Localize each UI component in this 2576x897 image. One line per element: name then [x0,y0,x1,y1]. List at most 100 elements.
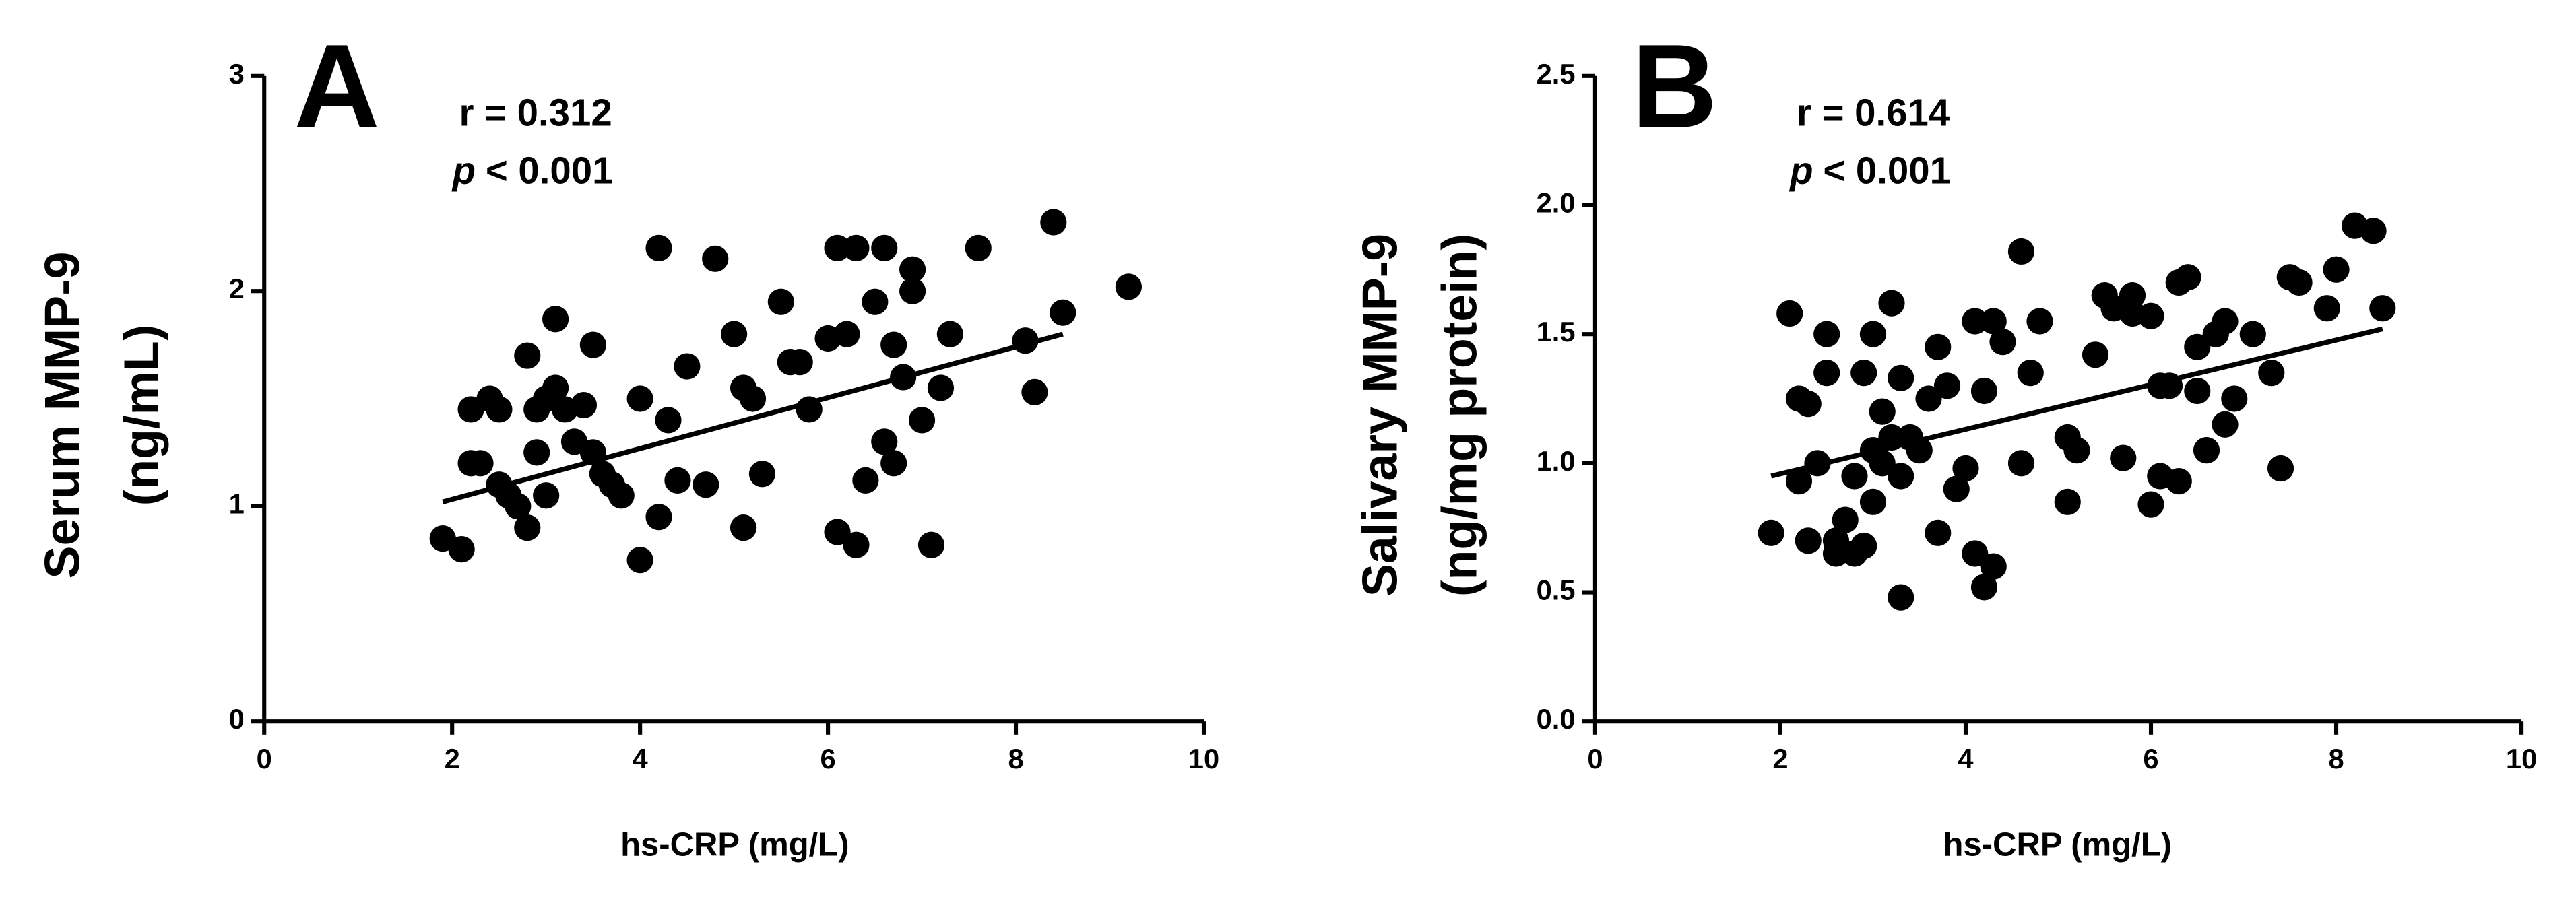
point [1115,273,1142,300]
y-axis-title: (ng/mg protein) [1431,234,1487,597]
x-tick-label: 10 [1188,743,1219,774]
y-tick-label: 1 [229,488,245,520]
point [1989,329,2016,356]
point [1952,455,1979,482]
point [730,514,757,541]
point [843,234,870,261]
p-value: < 0.001 [486,149,614,191]
fit-line [1770,326,2383,479]
point [533,482,560,509]
point [2137,491,2164,518]
point [824,519,851,545]
point [1758,519,1784,546]
point [786,349,813,376]
point [1970,574,1998,601]
point [1970,377,1998,405]
point [917,531,945,558]
x-tick-label: 6 [820,743,836,774]
annotation-p: p < 0.001 [451,149,614,191]
point [1933,372,1961,399]
y-tick-label: 2.5 [1537,58,1576,90]
point [645,234,672,261]
point [570,391,598,419]
point [693,471,719,498]
point [2137,302,2164,329]
point [1040,209,1067,236]
point [514,514,541,541]
y-axis-title: Serum MMP-9 [34,251,90,578]
point [1850,360,1877,387]
point [2313,295,2340,322]
point [1888,584,1914,611]
point [2184,377,2211,405]
point [2082,341,2109,368]
x-axis-title: hs-CRP (mg/L) [620,826,849,863]
point [1776,300,1803,327]
point [1980,553,2007,580]
point [2054,488,2081,515]
point [767,288,794,315]
point [1813,321,1840,347]
point [899,256,926,283]
point [2175,264,2201,291]
point [486,396,513,423]
point [626,546,653,574]
point [965,234,992,261]
x-tick-label: 2 [1772,743,1788,774]
point [871,234,898,261]
point [467,450,494,477]
point [655,407,682,434]
point [880,450,907,477]
point [1859,321,1887,347]
point [1888,364,1914,391]
point [2184,333,2211,360]
point [2007,238,2035,265]
p-value: < 0.001 [1823,149,1951,191]
fit-line [442,331,1064,504]
point [936,321,964,347]
point [702,245,729,272]
point [2063,437,2090,464]
point [843,531,870,558]
point [1869,398,1896,425]
x-tick-label: 8 [2328,743,2344,774]
y-tick-label: 1.0 [1537,445,1576,477]
x-tick-label: 0 [1587,743,1603,774]
point [2323,256,2350,283]
point [880,331,907,358]
point [1925,519,1952,546]
point [1795,391,1822,418]
x-axis-title: hs-CRP (mg/L) [1943,826,2172,863]
point [1869,450,1896,477]
x-tick-label: 4 [633,743,648,774]
point [2221,385,2248,412]
y-tick-label: 0.5 [1537,574,1576,606]
point [1943,475,1970,502]
y-axis-title: Salivary MMP-9 [1352,234,1408,597]
panel-letter: A [294,20,379,153]
point [2110,444,2137,471]
point [1050,299,1076,326]
point [2286,269,2313,296]
point [2007,450,2035,477]
point [1980,308,2007,335]
point [542,306,569,333]
point [1878,290,1905,317]
y-axis-title: (ng/mL) [113,325,169,506]
point [2258,360,2285,387]
y-tick-label: 0 [229,703,245,735]
point [2193,437,2220,464]
annotation-stat: r = 0.614 [1797,91,1950,133]
point [626,385,653,412]
point [908,407,936,434]
y-tick-label: 2.0 [1537,187,1576,218]
p-symbol: p [1789,149,1813,191]
point [1795,527,1822,554]
point [1925,333,1952,360]
point [542,374,569,401]
point [2017,360,2044,387]
point [2119,282,2146,309]
point [721,321,748,347]
point [1841,463,1868,490]
